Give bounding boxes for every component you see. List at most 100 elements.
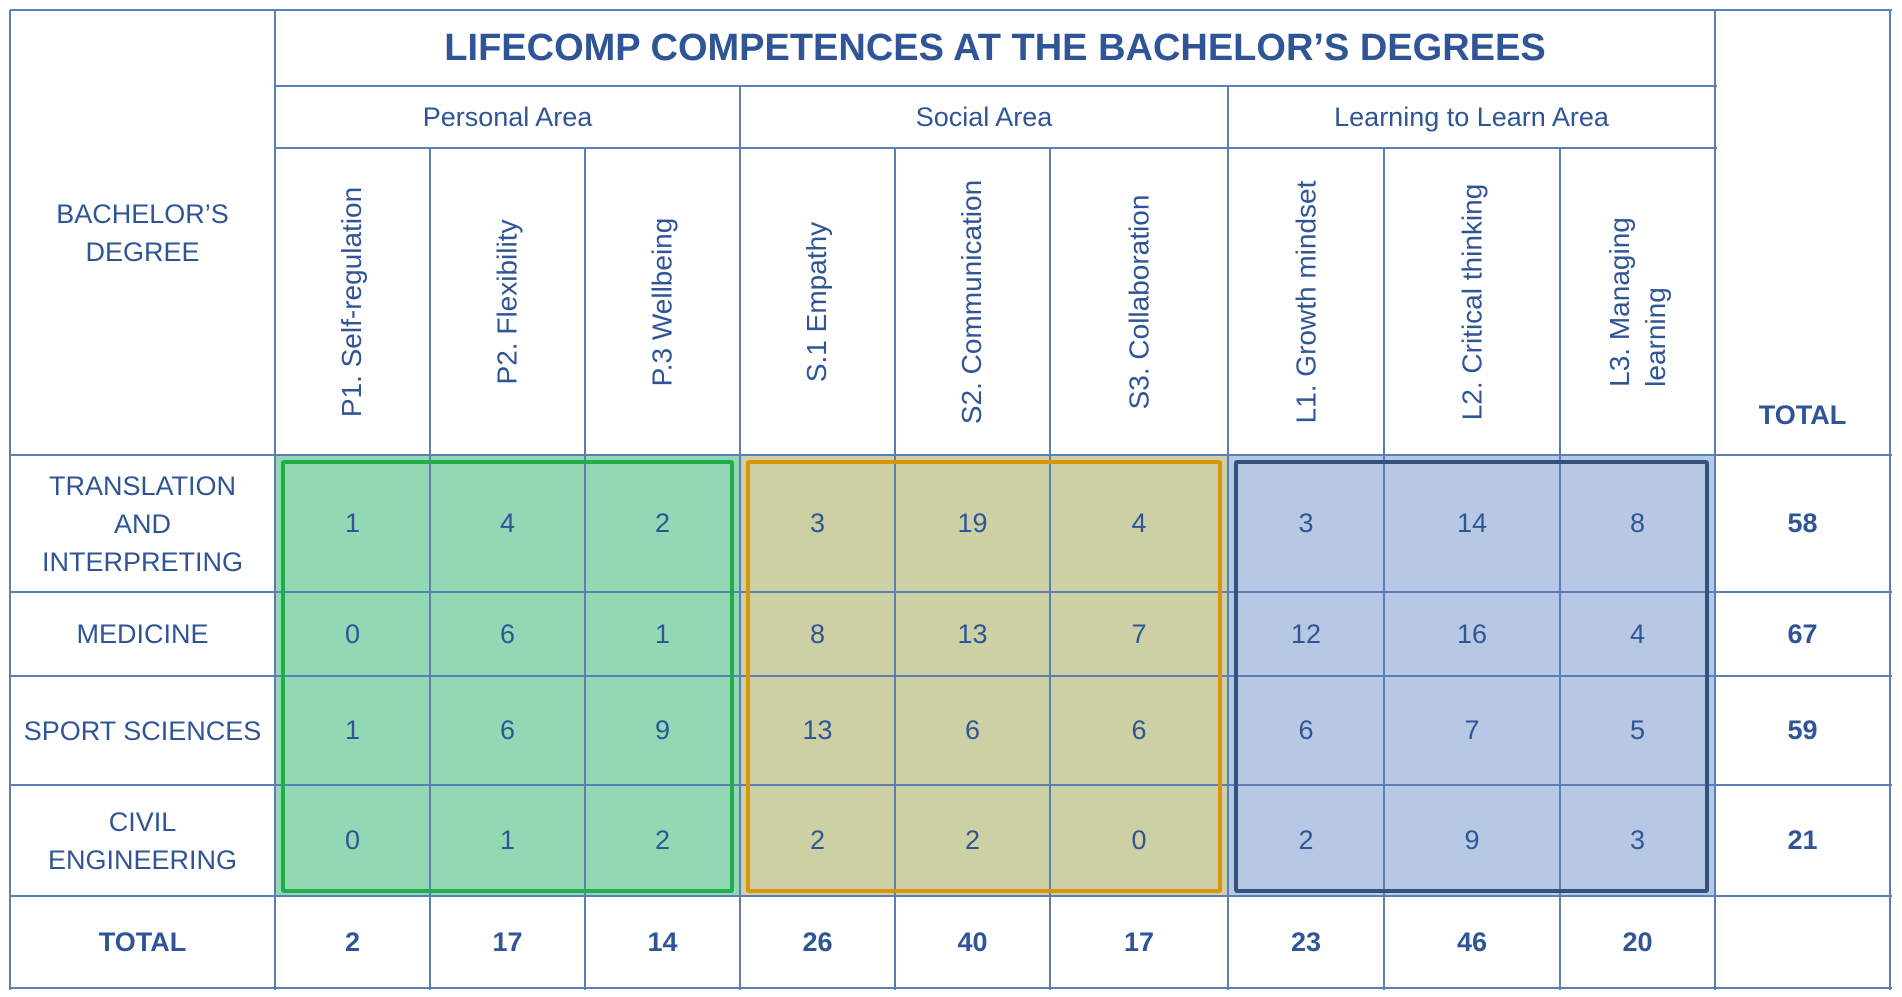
table-cell: 6 (1131, 715, 1147, 745)
degree-name-line: CIVIL (108, 806, 177, 837)
grid-line (429, 148, 431, 990)
table-cell: 16 (1456, 618, 1488, 649)
competence-header: S2. Communication (895, 148, 1050, 455)
grid-line (1049, 148, 1051, 990)
grid-line (1383, 148, 1385, 990)
table-cell: 0 (344, 825, 361, 855)
table-cell: 9 (654, 715, 671, 745)
area-label: Personal Area (422, 101, 593, 132)
degree-name-line: SPORT SCIENCES (23, 715, 262, 746)
row-total: 67 (1787, 618, 1818, 649)
degree-name-lines: TRANSLATION AND INTERPRETING (42, 467, 243, 581)
grid-line (1559, 148, 1561, 990)
area-outline-2 (746, 460, 1222, 893)
competence-label: P1. Self-regulation (336, 186, 368, 417)
table-cell: 3 (809, 508, 826, 538)
table-cell: 4 (1629, 618, 1646, 649)
grid-line (739, 86, 741, 990)
table-cell: 12 (1290, 618, 1322, 649)
degree-name-lines: SPORT SCIENCES (24, 712, 262, 750)
competence-header: P1. Self-regulation (275, 148, 430, 455)
column-total: 40 (957, 926, 988, 957)
row-total: 21 (1787, 825, 1818, 855)
grid-line (10, 987, 1892, 989)
competence-header: S3. Collaboration (1050, 148, 1228, 455)
row-total: 58 (1787, 508, 1818, 538)
area-label: Learning to Learn Area (1334, 101, 1609, 132)
row-total: 59 (1787, 715, 1818, 745)
competence-label: P2. Flexibility (491, 219, 523, 384)
degree-name-line: ENGINEERING (47, 844, 238, 875)
table-cell: 8 (809, 618, 826, 649)
table-cell: 19 (957, 508, 988, 538)
table-cell: 7 (1131, 618, 1147, 649)
table-cell: 1 (344, 508, 361, 538)
area-label: Social Area (915, 101, 1053, 132)
degree-header-line: DEGREE (85, 236, 200, 267)
competence-label-line: L3. Managing (1603, 216, 1635, 387)
grid-line (9, 10, 11, 990)
column-total: 14 (647, 926, 678, 957)
table-cell: 6 (1298, 715, 1314, 745)
grid-line (10, 591, 1892, 593)
column-total: 17 (1123, 926, 1155, 957)
degree-header-line: BACHELOR’S (56, 198, 229, 229)
grid-line (10, 9, 1892, 11)
degree-name-line: TRANSLATION (48, 470, 236, 501)
table-cell: 0 (1131, 825, 1147, 855)
table-cell: 8 (1629, 508, 1646, 538)
column-total: 17 (492, 926, 523, 957)
competence-label: L1. Growth mindset (1290, 180, 1321, 423)
table-title: LIFECOMP COMPETENCES AT THE BACHELOR’S D… (444, 26, 1546, 69)
grid-line (274, 10, 276, 990)
column-total: 23 (1290, 926, 1322, 957)
table-cell: 5 (1629, 715, 1646, 745)
grid-line (10, 784, 1892, 786)
area-outline-3 (1234, 460, 1709, 893)
competence-header: S.1 Empathy (740, 148, 895, 455)
grid-line (894, 148, 896, 990)
table-cell: 13 (802, 715, 833, 745)
table-cell: 6 (499, 715, 516, 745)
table-cell: 2 (809, 825, 826, 855)
area-outline-1 (281, 460, 734, 893)
table-cell: 9 (1464, 825, 1480, 855)
competence-label: S.1 Empathy (801, 221, 833, 382)
competence-header: P2. Flexibility (430, 148, 585, 455)
grid-line (584, 148, 586, 990)
competence-label: S2. Communication (956, 179, 988, 424)
grid-line (1714, 10, 1716, 990)
total-column-header: TOTAL (1758, 399, 1847, 430)
competence-header: L2. Critical thinking (1384, 148, 1560, 455)
table-cell: 1 (654, 618, 671, 649)
grid-line (1227, 86, 1229, 990)
degree-name-line: INTERPRETING (41, 546, 243, 577)
table-cell: 3 (1629, 825, 1646, 855)
table-cell: 6 (499, 618, 516, 649)
table-cell: 2 (964, 825, 981, 855)
table-cell: 2 (654, 508, 671, 538)
table-cell: 13 (957, 618, 988, 649)
competence-label: L2. Critical thinking (1456, 183, 1487, 420)
competence-header: L3. Managing learning (1560, 148, 1715, 455)
competence-label: L3. Managing learning (1602, 217, 1674, 387)
grid-line (10, 454, 1892, 456)
table-cell: 4 (1131, 508, 1147, 538)
degree-name: MEDICINE (10, 592, 275, 676)
degree-name-lines: MEDICINE (76, 615, 208, 653)
total-row-label: TOTAL (98, 926, 187, 957)
table-cell: 3 (1298, 508, 1314, 538)
competence-label-line: learning (1639, 286, 1671, 387)
table-cell: 1 (499, 825, 516, 855)
grid-line (10, 895, 1892, 897)
degree-name: SPORT SCIENCES (10, 676, 275, 785)
column-total: 26 (802, 926, 833, 957)
column-total: 46 (1456, 926, 1488, 957)
table-cell: 0 (344, 618, 361, 649)
degree-name-lines: CIVIL ENGINEERING (48, 803, 237, 879)
table-cell: 14 (1456, 508, 1488, 538)
table-cell: 4 (499, 508, 516, 538)
competence-label: S3. Collaboration (1123, 194, 1154, 409)
degree-name-line: AND (113, 508, 171, 539)
